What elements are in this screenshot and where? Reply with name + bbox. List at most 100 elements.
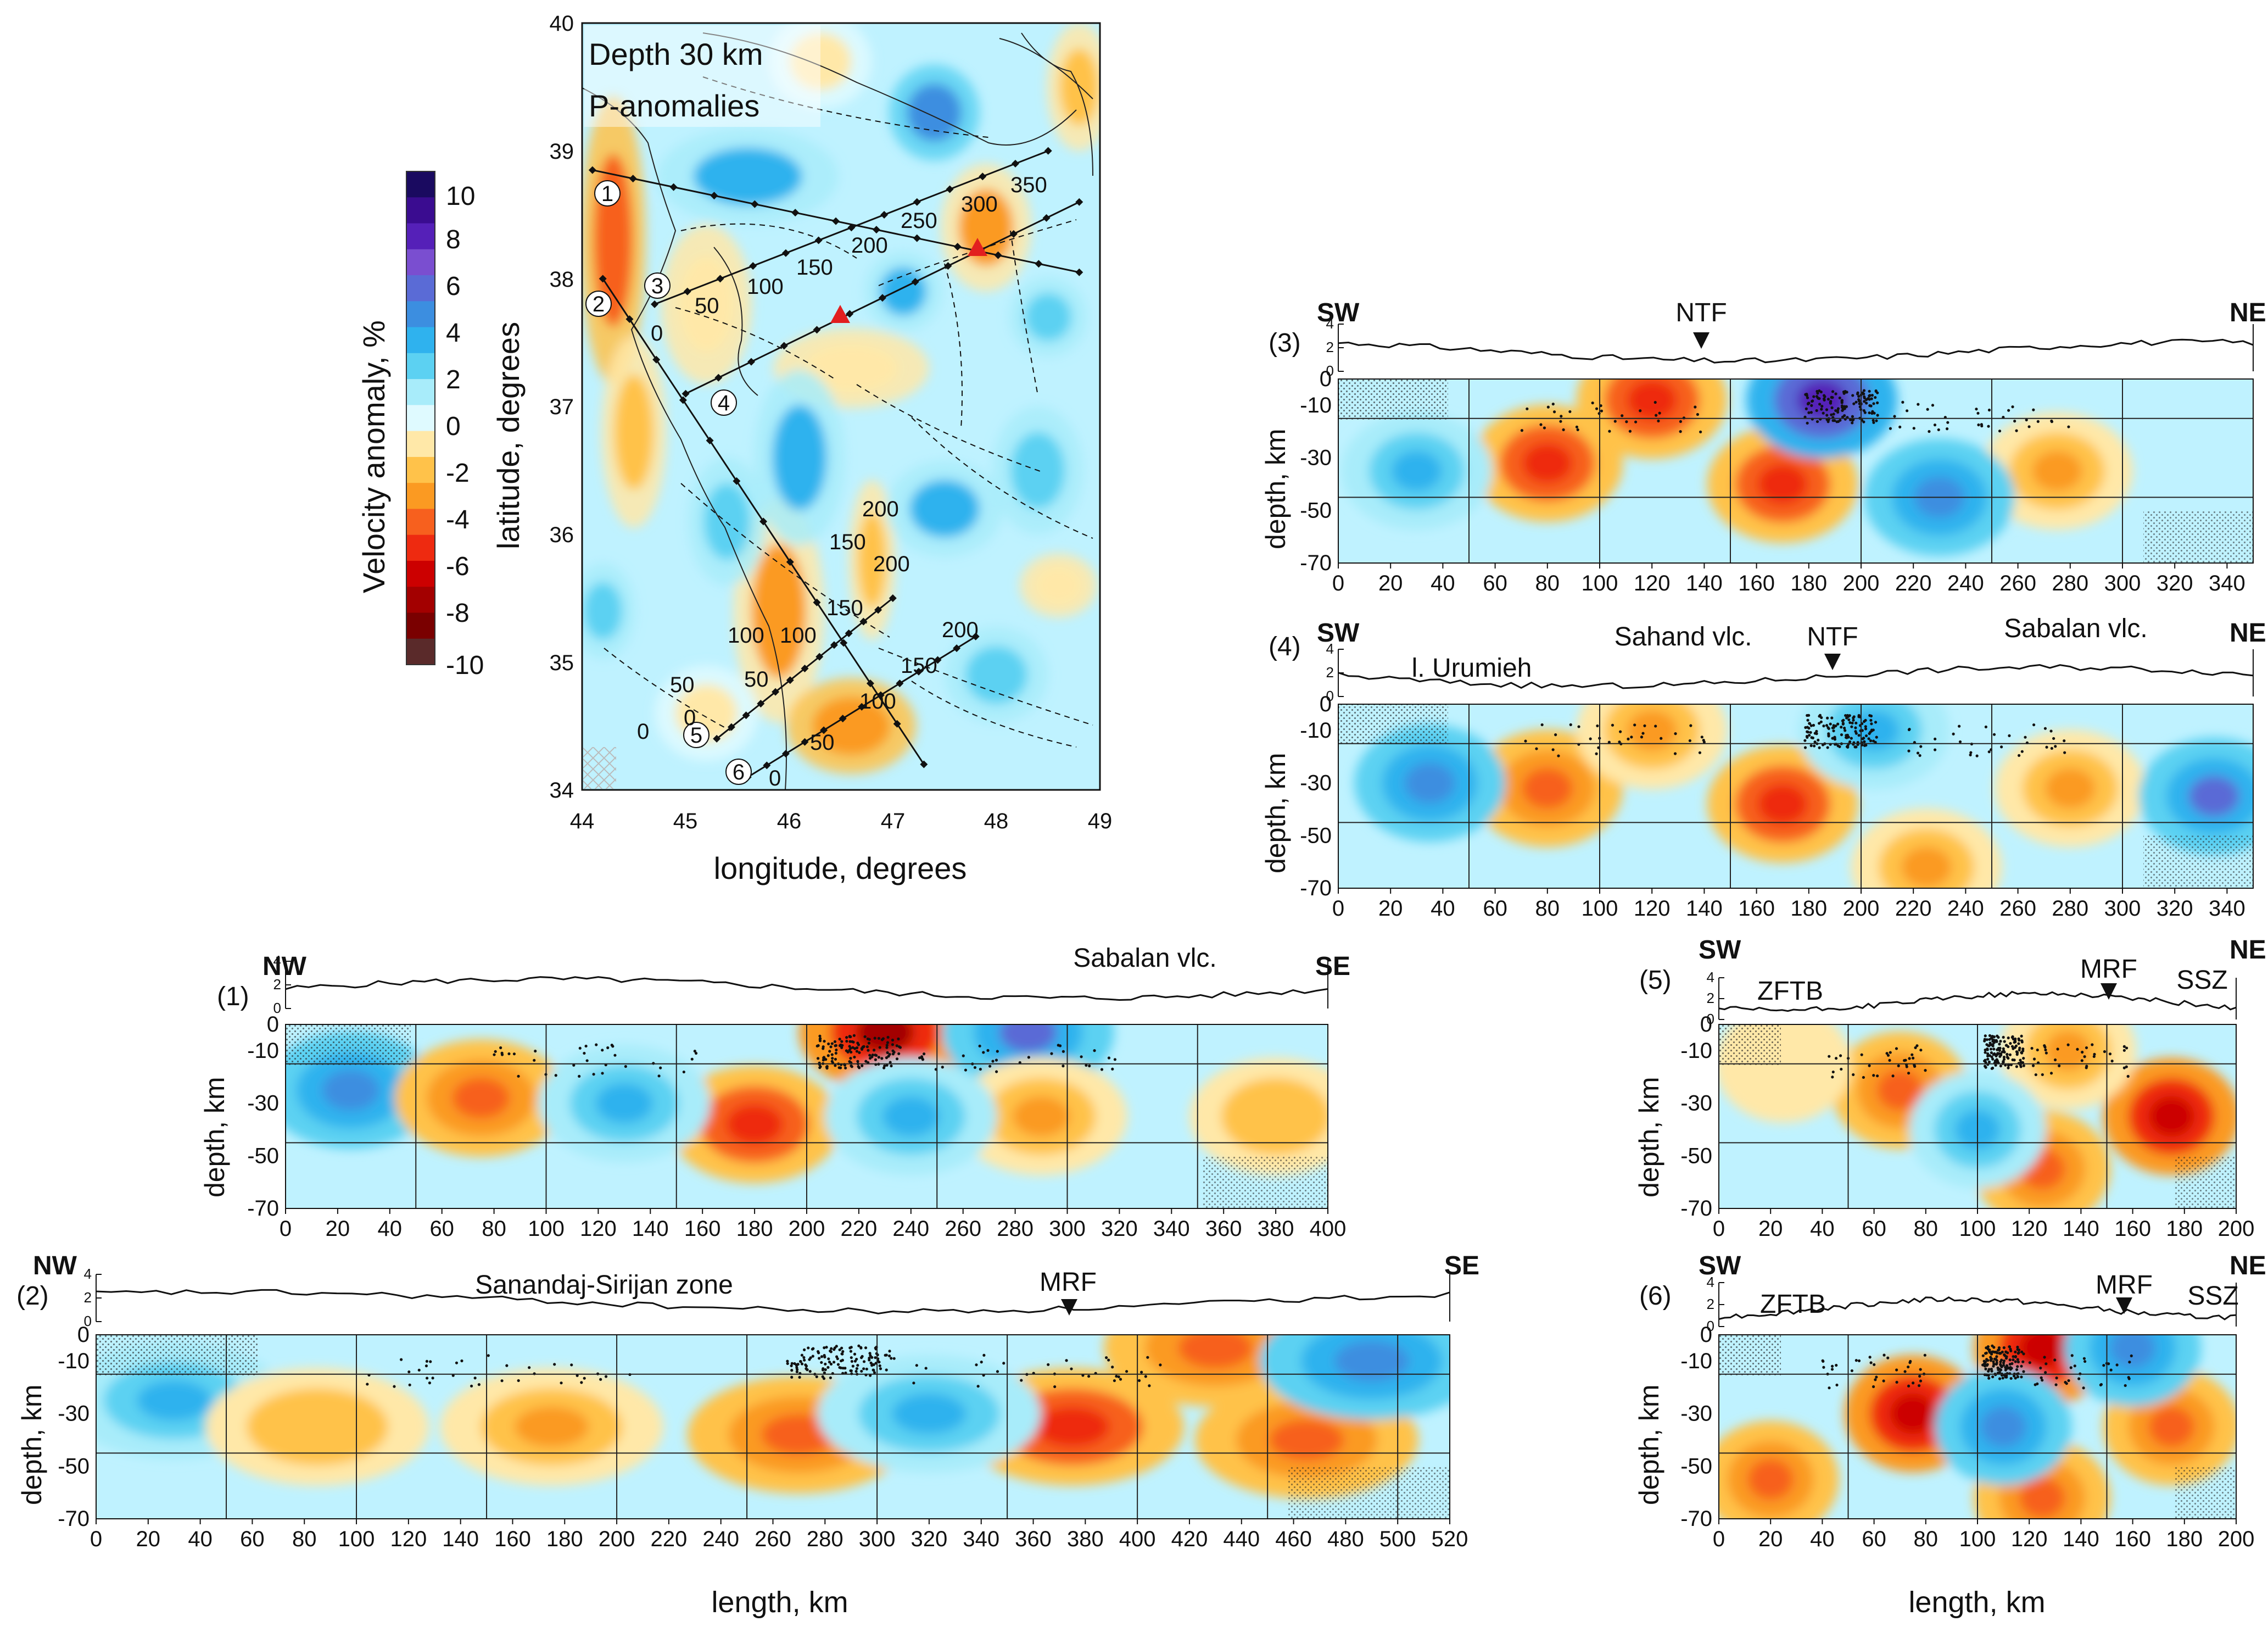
map-xtick: 44 [570,809,595,833]
elevation-tick: 4 [1707,969,1714,985]
elevation-profile: 4 2 0 [1707,1274,2237,1334]
map-ytick: 40 [550,12,574,36]
section-annotation: MRF [2080,955,2137,984]
length-tick: 80 [292,1527,317,1551]
map-ytick: 38 [550,268,574,292]
section-anomaly-core [595,1083,653,1124]
profile-node [920,760,928,768]
profile-node [953,644,961,653]
length-tick: 100 [528,1217,565,1241]
length-tick: 320 [2157,896,2193,921]
elevation-profile: 4 2 0 [1326,640,2254,704]
colorbar-swatch [406,509,435,536]
colorbar-swatch [406,638,435,665]
length-tick: 280 [2052,571,2088,595]
map-ylabel: latitude, degrees [491,322,526,549]
section-depth-ticks: 0-10 -30 -50 -70 [1300,367,1332,575]
length-tick: 60 [1862,1527,1886,1551]
map-anomaly-core [812,697,891,755]
section-anomaly-core [2188,776,2239,817]
km-label: 0 [637,720,649,744]
profile-node [759,517,768,526]
depth-tick: -30 [58,1402,90,1426]
elevation-tick: 2 [84,1289,92,1306]
length-tick: 100 [1959,1217,1996,1241]
length-tick: 340 [963,1527,999,1551]
map-subtitle: P-anomalies [589,88,759,123]
section-depth-ticks: 0-10 -30 -50 -70 [1680,1323,1712,1531]
elevation-tick: 0 [1707,1011,1714,1027]
section-id: (5) [1639,966,1672,995]
profile-number-6: 6 [725,759,752,785]
section-depth-ticks: 0-10 -30 -50 -70 [1300,692,1332,900]
depth-tick: -30 [1300,446,1332,470]
length-tick: 80 [1914,1527,1939,1551]
km-label: 150 [901,654,937,678]
section-anomaly-core [2045,1030,2091,1071]
length-tick: 240 [1947,571,1984,595]
length-tick: 380 [1067,1527,1104,1551]
colorbar-swatch [406,431,435,458]
depth-tick: -10 [1680,1039,1712,1063]
length-tick: 40 [378,1217,403,1241]
km-label: 200 [873,552,910,576]
section-anomaly-core [1391,450,1442,492]
section-ylabel: depth, km [16,1384,47,1505]
length-tick: 220 [651,1527,688,1551]
profile-label: 4 [718,391,730,415]
length-tick: 40 [1431,896,1455,921]
length-tick: 20 [1378,571,1403,595]
colorbar-tick: -10 [446,651,484,680]
masked-zone [1203,1156,1328,1208]
profile-node [859,617,868,626]
map-masked-area [583,747,616,789]
section-anomaly-core [1890,1393,1936,1434]
profile-number-1: 1 [594,180,621,207]
section-anomaly-core [1757,464,1808,505]
length-tick: 180 [546,1527,583,1551]
seismic-events [1821,1344,2133,1390]
depth-tick: -30 [1680,1402,1712,1426]
profile-node [813,326,821,334]
profile-label: 1 [601,182,613,206]
colorbar-swatch [406,197,435,224]
elevation-tick: 0 [1326,688,1334,704]
profile-node [876,691,885,699]
section-annotation: Sabalan vlc. [2004,614,2148,643]
length-tick: 400 [1119,1527,1156,1551]
masked-zone [286,1024,411,1065]
profile-node [714,374,723,382]
colorbar-swatch [406,249,435,276]
km-label: 100 [747,275,784,299]
masked-zone [2174,1156,2236,1208]
colorbar-tick: 6 [446,272,461,301]
masked-zone [2174,1466,2236,1519]
elevation-tick: 0 [84,1313,92,1329]
section-length-ticks: 0 20 40 60 80 100 120 140 160 180 200 220 240 260 280 3… [90,1519,1468,1551]
colorbar-tick: 10 [446,182,475,211]
depth-tick: -70 [58,1507,90,1531]
profile-node [1009,230,1018,238]
depth-tick: -30 [247,1091,279,1116]
length-tick: 200 [2218,1527,2255,1551]
colorbar-swatch [406,223,435,250]
section-anomaly-core [2019,1335,2065,1368]
profile-node [866,679,874,688]
length-tick: 180 [2166,1217,2203,1241]
section-6: (6) SW NE ZFTB MRF SSZ depth, km length,… [1634,1251,2266,1619]
length-tick: 120 [390,1527,427,1551]
length-tick: 0 [90,1527,102,1551]
section-ylabel: depth, km [1634,1384,1664,1505]
colorbar-swatch [406,327,435,354]
length-tick: 120 [1634,896,1671,921]
colorbar-scale [406,171,435,665]
profile-number-4: 4 [711,389,737,416]
section-grid [286,1024,1328,1208]
elevation-profile: 4 2 0 [1326,315,2254,379]
length-tick: 40 [1431,571,1455,595]
section-ylabel: depth, km [1260,428,1291,549]
section-anomaly-core [280,1406,355,1447]
profile-node [652,355,661,364]
profile-label: 6 [733,760,745,784]
map-title: Depth 30 km [589,37,763,71]
